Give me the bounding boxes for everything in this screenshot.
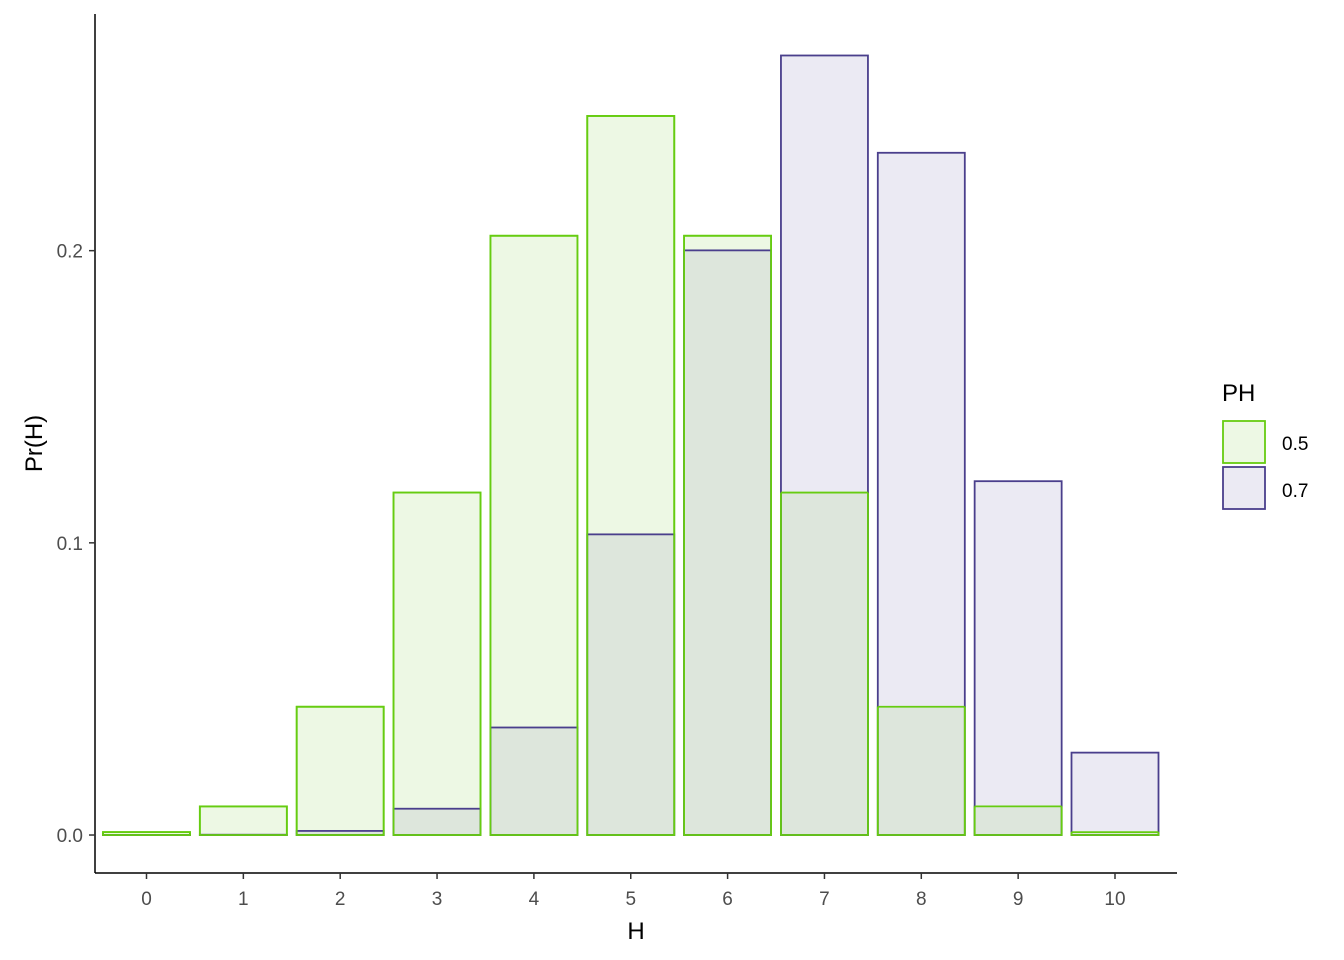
x-tick-label-10: 10	[1104, 889, 1125, 910]
bar-0.5-outline-1	[198, 805, 288, 836]
x-tick-label-1: 1	[238, 889, 249, 910]
bar-0.5-outline-0	[102, 831, 191, 836]
x-tick-label-0: 0	[141, 889, 152, 910]
bar-overlap-3	[394, 808, 480, 835]
legend-label-0.5: 0.5	[1282, 434, 1308, 455]
x-tick-label-7: 7	[819, 889, 830, 910]
x-tick-label-3: 3	[432, 889, 443, 910]
bar-0.5-outline-3	[392, 491, 482, 836]
bar-overlap-10	[1072, 832, 1158, 835]
bar-0.7-fill-10	[1071, 752, 1159, 833]
bar-overlap-2	[297, 830, 383, 835]
x-tick-label-6: 6	[722, 889, 733, 910]
bar-0.5-outline-4	[489, 234, 579, 836]
bar-overlap-6	[685, 250, 771, 835]
y-tick-label-0.1: 0.1	[57, 534, 83, 555]
x-tick-label-5: 5	[625, 889, 636, 910]
bar-0.5-outline-5	[586, 115, 676, 836]
bar-overlap-5	[588, 534, 674, 835]
x-tick-label-2: 2	[335, 889, 346, 910]
bar-overlap-7	[781, 492, 867, 835]
legend-label-0.7: 0.7	[1282, 481, 1308, 502]
bar-0.7-fill-9	[974, 481, 1062, 807]
x-tick-label-9: 9	[1013, 889, 1024, 910]
series-0.7-bars	[102, 54, 1160, 836]
axes	[94, 14, 1177, 874]
bar-0.7-fill-7	[780, 55, 868, 493]
legend-key-0.7	[1222, 466, 1266, 510]
bar-0.5-sides-10	[1070, 832, 1160, 836]
legend: PH 0.5 0.7	[1222, 380, 1308, 510]
x-tick-label-4: 4	[529, 889, 540, 910]
bar-0.5-1	[198, 805, 288, 836]
y-ticks: 0.0 0.1 0.2	[57, 242, 95, 847]
x-ticks: 0 1 2 3 4 5 6 7 8 9 10	[141, 873, 1126, 910]
bar-overlap-9	[975, 806, 1061, 835]
bar-0.5-3	[392, 491, 482, 836]
x-axis-title: H	[627, 918, 644, 945]
legend-key-0.5	[1222, 420, 1266, 464]
overlap-bars	[297, 250, 1158, 835]
bar-0.5-2	[295, 705, 385, 836]
bar-0.5-outline-2	[295, 705, 385, 836]
bar-overlap-4	[491, 727, 577, 835]
legend-title: PH	[1222, 380, 1255, 407]
bar-0.5-outline-6	[683, 234, 772, 836]
x-tick-label-8: 8	[916, 889, 927, 910]
bar-overlap-8	[878, 706, 964, 835]
bar-0.5-sides-8	[876, 706, 966, 836]
bar-0.7-fill-8	[877, 152, 965, 707]
y-tick-label-0.2: 0.2	[57, 242, 83, 263]
y-tick-label-0.0: 0.0	[57, 826, 83, 847]
y-axis-title: Pr(H)	[21, 415, 48, 472]
bar-0.5-sides-7	[780, 492, 869, 836]
bar-0.5-sides-9	[973, 806, 1063, 836]
